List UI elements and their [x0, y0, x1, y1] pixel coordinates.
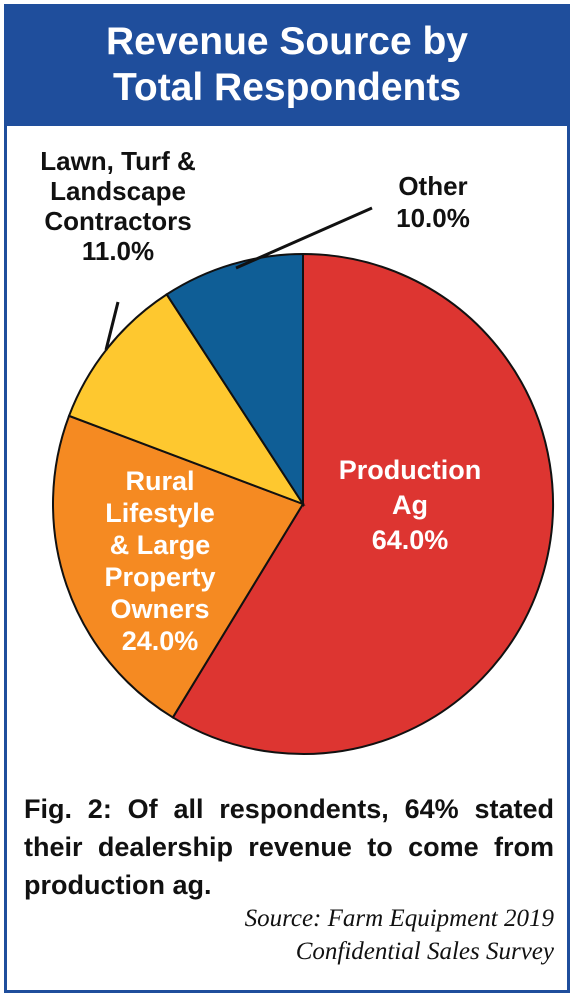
slice-label-line: Lifestyle	[105, 498, 215, 528]
slice-label-line: Other	[398, 171, 467, 201]
chart-title-line-2: Total Respondents	[112, 66, 462, 109]
slice-label-line: Property	[104, 562, 215, 592]
slice-label-3: Other 10.0%	[396, 171, 470, 233]
slice-percent-2: 11.0%	[82, 236, 154, 266]
leader-line-3	[235, 206, 373, 270]
slice-label-2: Lawn, Turf & Landscape Contractors 11.0%	[40, 146, 196, 266]
slice-label-line: & Large	[110, 530, 211, 560]
source-line-1: Source: Farm Equipment 2019	[244, 905, 554, 932]
source-note: Source: Farm Equipment 2019 Confidential…	[245, 902, 554, 968]
slice-percent-1: 24.0%	[122, 626, 199, 656]
slice-label-0: Production Ag 64.0%	[339, 455, 482, 555]
figure-caption: Fig. 2: Of all respondents, 64% stated t…	[24, 794, 554, 900]
pie-slice-2	[67, 293, 306, 507]
chart-title-line-1: Revenue Source by	[106, 20, 468, 63]
slice-label-line: Landscape	[50, 176, 186, 206]
slice-label-line: Ag	[392, 490, 428, 520]
slice-label-line: Rural	[125, 466, 194, 496]
slice-label-line: Owners	[110, 594, 209, 624]
slice-percent-0: 64.0%	[372, 525, 449, 555]
slice-label-line: Contractors	[44, 206, 191, 236]
pie-slice-1	[52, 414, 305, 719]
leader-line-2	[104, 301, 120, 351]
pie-slice-0	[171, 252, 554, 755]
chart-title: Revenue Source by Total Respondents	[4, 4, 570, 126]
slice-label-line: Lawn, Turf &	[40, 146, 196, 176]
slice-percent-3: 10.0%	[396, 203, 470, 233]
source-line-2: Confidential Sales Survey	[295, 938, 554, 965]
slice-label-line: Production	[339, 455, 482, 485]
slice-label-1: Rural Lifestyle & Large Property Owners 24.0%	[104, 466, 215, 656]
pie-slice-3	[165, 252, 304, 508]
